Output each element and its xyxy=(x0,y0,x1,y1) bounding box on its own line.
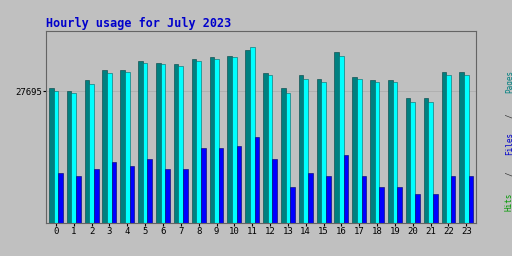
Bar xyxy=(237,146,241,223)
Bar xyxy=(107,73,112,223)
Bar xyxy=(165,169,170,223)
Text: Hits: Hits xyxy=(505,193,512,211)
Bar xyxy=(58,173,63,223)
Bar xyxy=(308,173,313,223)
Bar xyxy=(352,77,357,223)
Bar xyxy=(268,75,272,223)
Bar xyxy=(281,88,286,223)
Bar xyxy=(227,56,232,223)
Bar xyxy=(138,61,143,223)
Bar xyxy=(357,79,361,223)
Bar xyxy=(156,63,161,223)
Bar xyxy=(183,169,188,223)
Bar xyxy=(370,80,375,223)
Text: /: / xyxy=(505,172,512,176)
Bar xyxy=(112,162,116,223)
Bar xyxy=(201,148,206,223)
Bar xyxy=(76,176,81,223)
Bar xyxy=(196,61,201,223)
Bar xyxy=(174,65,179,223)
Text: Files: Files xyxy=(505,132,512,155)
Bar xyxy=(209,57,214,223)
Bar xyxy=(433,194,438,223)
Bar xyxy=(304,79,308,223)
Bar xyxy=(424,98,429,223)
Bar xyxy=(429,102,433,223)
Bar xyxy=(179,66,183,223)
Text: /: / xyxy=(505,113,512,118)
Bar xyxy=(143,63,147,223)
Bar xyxy=(147,159,152,223)
Bar xyxy=(219,148,223,223)
Bar xyxy=(446,75,451,223)
Bar xyxy=(361,176,366,223)
Bar xyxy=(379,187,384,223)
Bar xyxy=(71,93,76,223)
Bar xyxy=(102,70,107,223)
Bar xyxy=(316,79,321,223)
Bar xyxy=(464,75,468,223)
Bar xyxy=(290,187,295,223)
Bar xyxy=(459,72,464,223)
Bar xyxy=(120,70,125,223)
Bar xyxy=(397,187,402,223)
Bar xyxy=(130,166,134,223)
Bar xyxy=(468,176,473,223)
Bar xyxy=(334,52,339,223)
Bar xyxy=(415,194,420,223)
Bar xyxy=(344,155,348,223)
Bar xyxy=(272,159,277,223)
Bar xyxy=(321,82,326,223)
Bar xyxy=(326,176,331,223)
Bar xyxy=(451,176,456,223)
Bar xyxy=(286,93,290,223)
Bar xyxy=(441,72,446,223)
Bar xyxy=(375,82,379,223)
Bar xyxy=(214,59,219,223)
Bar xyxy=(245,50,250,223)
Bar xyxy=(232,57,237,223)
Bar xyxy=(263,73,268,223)
Bar xyxy=(299,75,304,223)
Text: Hourly usage for July 2023: Hourly usage for July 2023 xyxy=(46,17,231,29)
Bar xyxy=(191,59,196,223)
Bar xyxy=(250,47,254,223)
Bar xyxy=(393,82,397,223)
Bar xyxy=(94,169,98,223)
Text: Pages: Pages xyxy=(505,70,512,93)
Bar xyxy=(339,56,344,223)
Bar xyxy=(388,80,393,223)
Bar xyxy=(49,88,54,223)
Bar xyxy=(125,72,130,223)
Bar xyxy=(254,137,259,223)
Bar xyxy=(406,98,411,223)
Bar xyxy=(84,80,89,223)
Bar xyxy=(161,65,165,223)
Bar xyxy=(54,91,58,223)
Bar xyxy=(89,84,94,223)
Bar xyxy=(411,102,415,223)
Bar xyxy=(67,91,71,223)
